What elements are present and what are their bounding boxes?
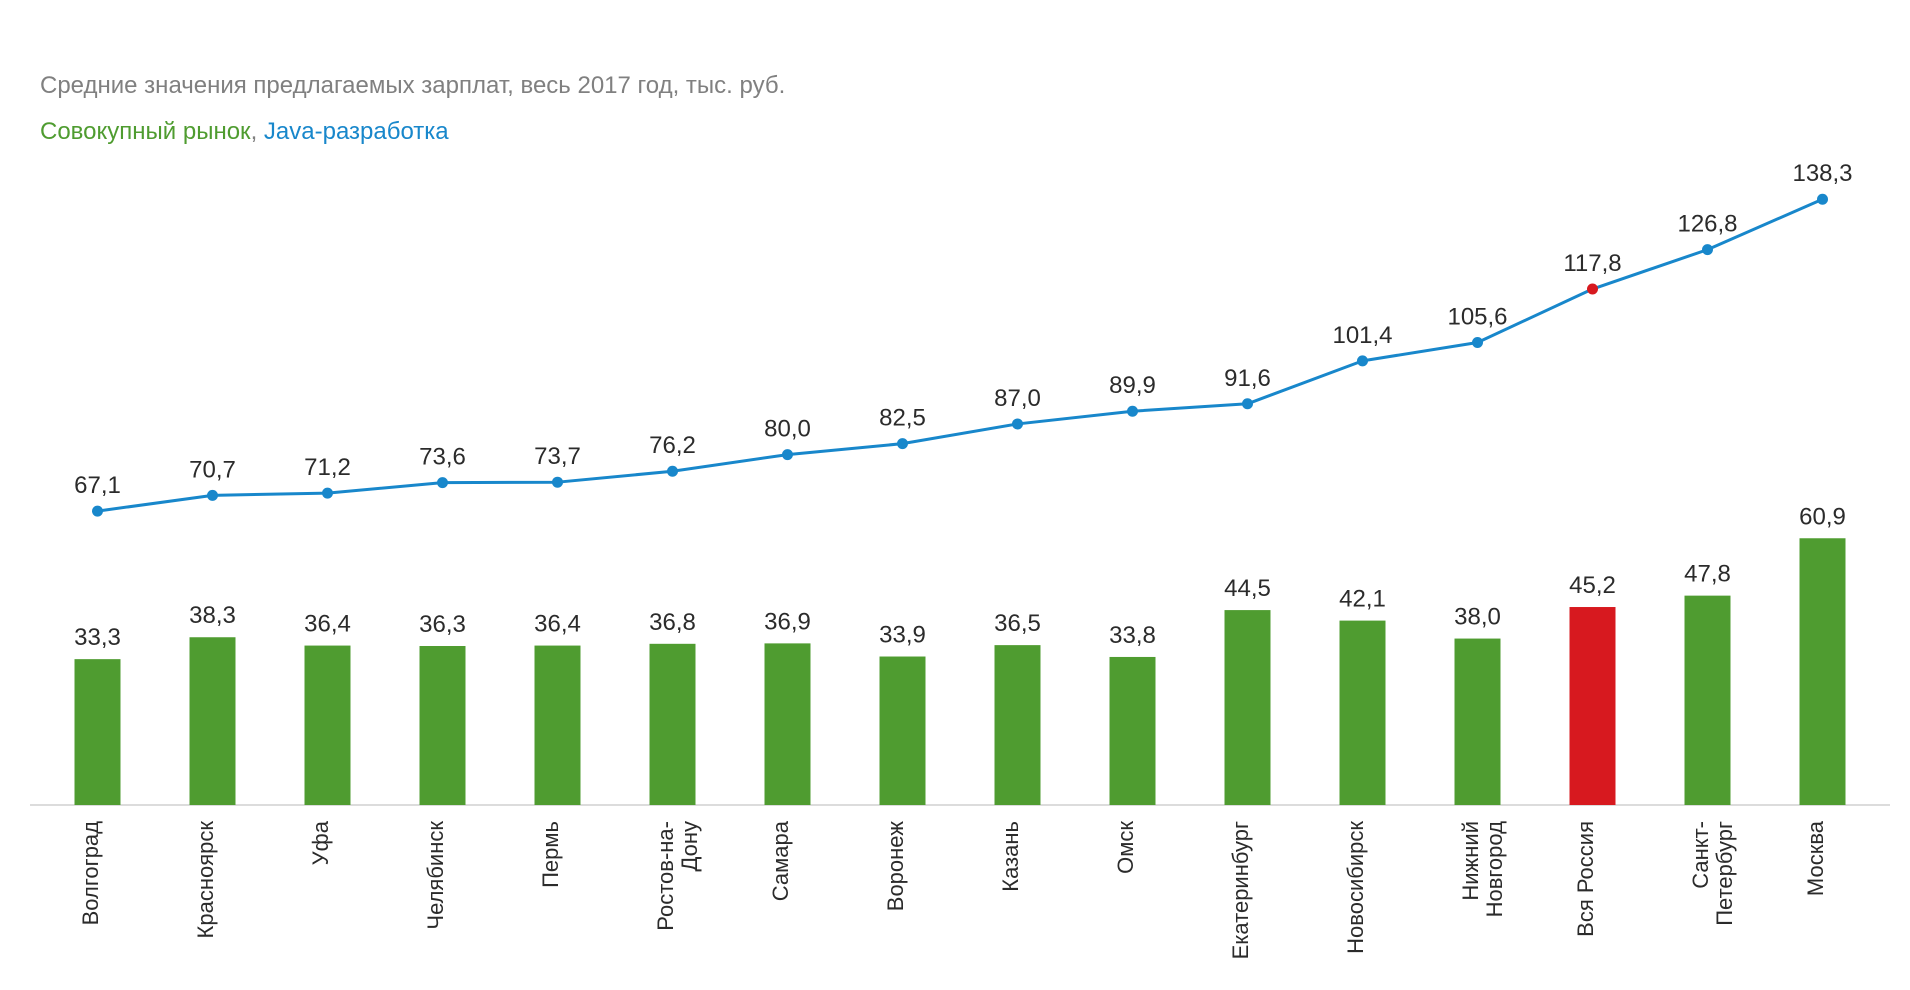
line-marker — [1702, 244, 1713, 255]
bar-value-label: 33,9 — [879, 622, 926, 649]
x-axis-label: Санкт-Петербург — [1688, 821, 1737, 926]
x-axis-label: Волгоград — [78, 821, 103, 926]
line-marker — [92, 506, 103, 517]
line-value-label: 70,7 — [189, 456, 236, 483]
line-marker — [1127, 406, 1138, 417]
x-axis-label: Омск — [1113, 821, 1138, 874]
x-axis-label: Пермь — [538, 821, 563, 888]
line-value-label: 126,8 — [1677, 211, 1737, 238]
line-marker — [207, 490, 218, 501]
x-axis-label: Екатеринбург — [1228, 821, 1253, 959]
line-value-label: 101,4 — [1332, 322, 1392, 349]
line-marker — [1357, 355, 1368, 366]
bar-value-label: 38,0 — [1454, 604, 1501, 631]
x-axis-label: Самара — [768, 820, 793, 901]
bar — [1455, 639, 1501, 805]
bar — [1225, 610, 1271, 805]
line-value-label: 82,5 — [879, 405, 926, 432]
bar-value-label: 36,8 — [649, 609, 696, 636]
bar-value-label: 36,4 — [304, 611, 351, 638]
bar-value-label: 36,4 — [534, 611, 581, 638]
line-value-label: 67,1 — [74, 472, 121, 499]
bar — [420, 646, 466, 805]
bar — [535, 646, 581, 805]
bar — [305, 646, 351, 805]
bar-value-label: 36,3 — [419, 611, 466, 638]
bar-value-label: 33,3 — [74, 624, 121, 651]
x-axis-label: Казань — [998, 821, 1023, 892]
bar-value-label: 38,3 — [189, 602, 236, 629]
line-value-label: 80,0 — [764, 416, 811, 443]
line-marker — [1472, 337, 1483, 348]
bar-value-label: 60,9 — [1799, 503, 1846, 530]
x-axis-label: Новосибирск — [1343, 821, 1368, 954]
line-marker — [552, 477, 563, 488]
bar — [880, 657, 926, 805]
bar — [1570, 607, 1616, 805]
bar — [650, 644, 696, 805]
line-marker — [782, 449, 793, 460]
bar — [1685, 596, 1731, 805]
line-marker — [897, 438, 908, 449]
bar — [75, 659, 121, 805]
x-axis-label: Челябинск — [423, 821, 448, 930]
x-axis-label: Уфа — [308, 820, 333, 865]
line-value-label: 91,6 — [1224, 365, 1271, 392]
x-axis-label: Москва — [1803, 820, 1828, 896]
x-axis-label: Ростов-на-Дону — [653, 821, 702, 931]
line-marker — [322, 488, 333, 499]
x-axis-label: НижнийНовгород — [1458, 821, 1507, 918]
bar-value-label: 47,8 — [1684, 561, 1731, 588]
salary-chart: Средние значения предлагаемых зарплат, в… — [0, 0, 1910, 990]
line-value-label: 87,0 — [994, 385, 1041, 412]
bar-value-label: 36,9 — [764, 608, 811, 635]
bar-value-label: 42,1 — [1339, 586, 1386, 613]
bar — [995, 645, 1041, 805]
bar-value-label: 45,2 — [1569, 572, 1616, 599]
line-marker — [1242, 398, 1253, 409]
line-value-label: 105,6 — [1447, 303, 1507, 330]
x-axis-label: Красноярск — [193, 821, 218, 939]
line-marker — [437, 477, 448, 488]
line-value-label: 117,8 — [1563, 250, 1621, 277]
bar — [190, 637, 236, 805]
bar — [1340, 621, 1386, 805]
line-marker — [667, 466, 678, 477]
line-value-label: 76,2 — [649, 432, 696, 459]
bar-value-label: 33,8 — [1109, 622, 1156, 649]
line-marker — [1817, 194, 1828, 205]
chart-canvas: 33,3 38,3 36,4 36,3 36,4 36,8 36,9 33,9 36,5 33,8… — [0, 0, 1910, 990]
line-marker — [1587, 284, 1598, 295]
line-value-label: 73,7 — [534, 443, 581, 470]
line-series — [98, 199, 1823, 511]
bar-value-label: 36,5 — [994, 610, 1041, 637]
bar — [1800, 538, 1846, 805]
line-value-label: 71,2 — [304, 454, 351, 481]
bar-value-label: 44,5 — [1224, 575, 1271, 602]
x-axis-label: Воронеж — [883, 821, 908, 912]
x-axis-label: Вся Россия — [1573, 821, 1598, 937]
bar — [1110, 657, 1156, 805]
line-value-label: 73,6 — [419, 444, 466, 471]
line-marker — [1012, 418, 1023, 429]
bar — [765, 643, 811, 805]
line-value-label: 138,3 — [1792, 160, 1852, 187]
line-value-label: 89,9 — [1109, 372, 1156, 399]
